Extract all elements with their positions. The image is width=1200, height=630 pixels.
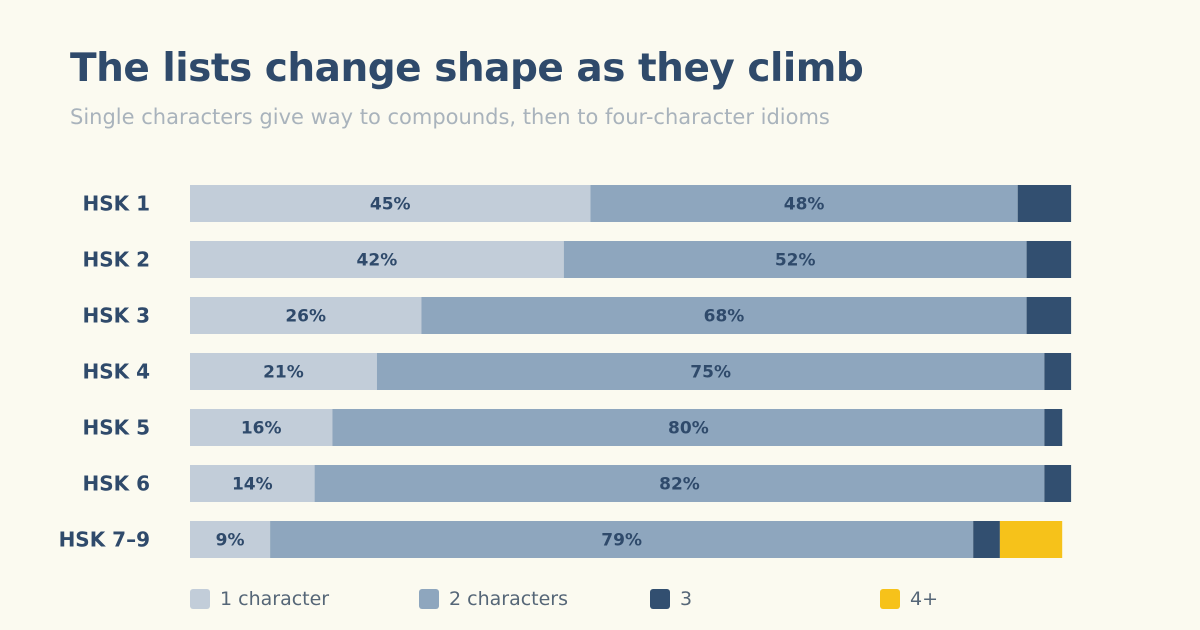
legend-label: 2 characters: [449, 588, 569, 610]
data-label: 21%: [263, 363, 304, 383]
data-label: 52%: [775, 251, 816, 271]
chart-legend: 1 character 2 characters 3 4+: [0, 588, 1200, 614]
legend-label: 3: [680, 588, 693, 610]
bar-segment-1-character: [190, 353, 377, 390]
bar-segment-1-character: [190, 465, 315, 502]
data-label: 68%: [704, 307, 745, 327]
bar-segment-3: [973, 521, 1000, 558]
bar-segment-3: [1044, 353, 1072, 390]
category-label: HSK 7–9: [59, 528, 150, 552]
bar-segment-3: [1044, 409, 1063, 446]
legend-item-1-character: 1 character: [190, 588, 329, 610]
category-label: HSK 3: [82, 304, 150, 328]
data-label: 42%: [357, 251, 398, 271]
legend-label: 4+: [910, 588, 939, 610]
data-label: 79%: [601, 531, 642, 551]
data-label: 82%: [659, 475, 700, 495]
bar-segment-2-characters: [314, 465, 1045, 502]
legend-swatch: [650, 589, 670, 609]
data-label: 26%: [285, 307, 326, 327]
bar-segment-3: [1017, 185, 1072, 222]
bar-segment-4: [999, 521, 1063, 558]
bar-segment-2-characters: [563, 241, 1027, 278]
legend-item-3: 3: [650, 588, 692, 610]
bar-segment-3: [1026, 297, 1072, 334]
legend-item-2-characters: 2 characters: [419, 588, 568, 610]
bar-segment-3: [1026, 241, 1072, 278]
category-label: HSK 4: [82, 360, 150, 384]
bar-segment-2-characters: [421, 297, 1027, 334]
data-label: 75%: [690, 363, 731, 383]
category-label: HSK 6: [82, 472, 150, 496]
legend-swatch: [419, 589, 439, 609]
bar-segment-1-character: [190, 409, 333, 446]
legend-label: 1 character: [220, 588, 330, 610]
chart-subtitle: Single characters give way to compounds,…: [70, 105, 830, 129]
data-label: 45%: [370, 195, 411, 215]
bar-segment-1-character: [190, 521, 271, 558]
data-label: 48%: [784, 195, 825, 215]
bar-segment-1-character: [190, 185, 591, 222]
bar-segment-2-characters: [332, 409, 1045, 446]
bar-segment-1-character: [190, 297, 422, 334]
stacked-bar-chart: HSK 1 45% 48% HSK 2 42% 52% HSK 3 26% 68% HSK 4 21…: [59, 185, 1072, 558]
data-label: 80%: [668, 419, 709, 439]
chart-title: The lists change shape as they climb: [70, 46, 864, 91]
data-label: 9%: [216, 531, 245, 551]
bar-segment-1-character: [190, 241, 564, 278]
bar-segment-2-characters: [590, 185, 1018, 222]
legend-swatch: [880, 589, 900, 609]
data-label: 16%: [241, 419, 282, 439]
category-label: HSK 5: [82, 416, 150, 440]
bar-segment-3: [1044, 465, 1072, 502]
legend-swatch: [190, 589, 210, 609]
category-label: HSK 1: [82, 192, 150, 216]
bar-segment-2-characters: [270, 521, 974, 558]
data-label: 14%: [232, 475, 273, 495]
bar-segment-2-characters: [376, 353, 1045, 390]
legend-item-4: 4+: [880, 588, 938, 610]
category-label: HSK 2: [82, 248, 150, 272]
